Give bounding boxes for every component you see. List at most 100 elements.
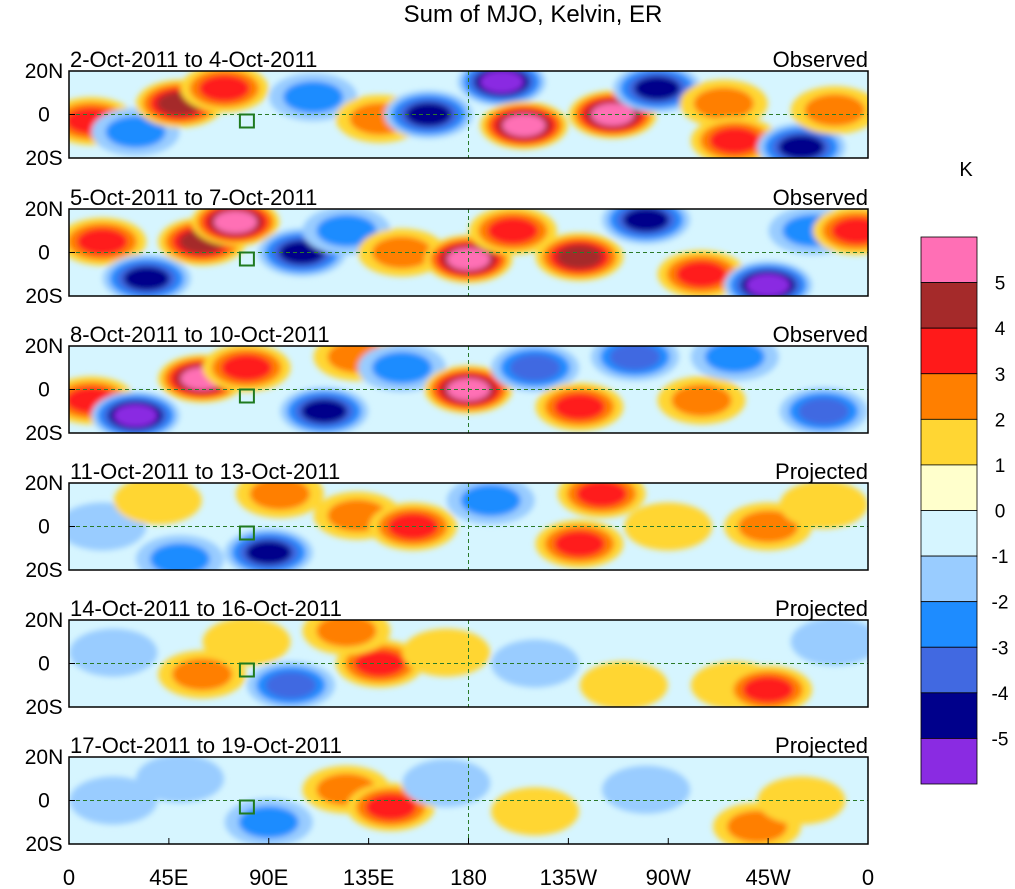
map-panel: 20N 0 20S 17-Oct-2011 to 19-Oct-2011 Project… <box>25 733 869 856</box>
region-box <box>238 662 255 678</box>
panel-date-label: 11-Oct-2011 to 13-Oct-2011 <box>70 459 340 484</box>
colorbar-swatch <box>920 646 978 694</box>
lat-tick-label: 20N <box>25 472 64 495</box>
anomaly-contour <box>556 244 603 269</box>
anomaly-contour <box>402 628 491 677</box>
anomaly-contour <box>798 397 849 425</box>
lat-tick-label: 20S <box>25 833 62 856</box>
colorbar-label: 1 <box>995 456 1006 477</box>
panel-status-label: Projected <box>775 459 868 484</box>
colorbar-label: 2 <box>995 410 1006 431</box>
colorbar-label: 5 <box>995 274 1006 295</box>
anomaly-contour <box>579 661 668 707</box>
anomaly-contour <box>460 484 521 517</box>
colorbar-label: 3 <box>995 365 1006 386</box>
panel-date-label: 5-Oct-2011 to 7-Oct-2011 <box>70 185 317 210</box>
panel-date-label: 17-Oct-2011 to 19-Oct-2011 <box>70 733 342 758</box>
anomaly-contour <box>283 81 344 114</box>
colorbar-label: -2 <box>992 593 1009 614</box>
map-panel: 20N 0 20S 5-Oct-2011 to 7-Oct-2011 Observed <box>25 185 869 308</box>
map-panel: 20N 0 20S 11-Oct-2011 to 13-Oct-2011 Project… <box>25 459 869 582</box>
lat-tick-label: 20N <box>25 335 64 358</box>
lon-tick-label: 135W <box>540 865 598 889</box>
lat-tick-label: 20N <box>25 609 64 632</box>
anomaly-contour <box>221 354 272 382</box>
colorbar-label: -1 <box>992 547 1009 568</box>
anomaly-contour <box>609 346 661 371</box>
lon-tick-label: 90E <box>249 865 288 889</box>
panel-status-label: Projected <box>775 596 868 621</box>
lon-tick-label: 45W <box>746 865 791 889</box>
region-box <box>238 388 255 404</box>
anomaly-contour <box>746 273 790 296</box>
colorbar-label: 4 <box>995 319 1006 340</box>
anomaly-field <box>69 71 868 158</box>
anomaly-contour <box>199 75 250 102</box>
anomaly-contour <box>509 354 561 382</box>
anomaly-contour <box>316 214 377 247</box>
panel-date-label: 14-Oct-2011 to 16-Oct-2011 <box>70 596 342 621</box>
map-panel: 20N 0 20S 2-Oct-2011 to 4-Oct-2011 Observed <box>25 47 869 170</box>
colorbar-swatch <box>920 282 978 329</box>
colorbar-swatch <box>920 738 978 785</box>
lat-tick-label: 20S <box>25 696 62 719</box>
lat-tick-label: 20N <box>25 60 64 83</box>
region-box <box>238 525 255 541</box>
anomaly-contour <box>779 483 868 529</box>
anomaly-contour <box>265 671 317 699</box>
panel-status-label: Observed <box>773 322 868 347</box>
anomaly-contour <box>804 94 865 127</box>
lat-tick-label: 20S <box>25 422 62 445</box>
anomaly-contour <box>249 483 310 510</box>
anomaly-contour <box>757 776 846 825</box>
panel-date-label: 8-Oct-2011 to 10-Oct-2011 <box>70 322 330 347</box>
anomaly-contour <box>371 351 432 384</box>
lat-tick-label: 20N <box>25 746 64 769</box>
anomaly-contour <box>69 628 158 677</box>
anomaly-contour <box>149 543 210 570</box>
anomaly-contour <box>502 114 546 137</box>
panel-status-label: Observed <box>773 47 868 72</box>
anomaly-contour <box>365 793 417 821</box>
anomaly-contour <box>704 346 765 373</box>
lat-tick-label: 20N <box>25 198 64 221</box>
anomaly-contour <box>213 210 258 234</box>
region-box <box>238 799 255 815</box>
lat-tick-label: 0 <box>38 790 50 813</box>
anomaly-contour <box>831 217 868 245</box>
colorbar-label: 0 <box>995 502 1006 523</box>
anomaly-contour <box>76 228 128 255</box>
anomaly-field <box>69 209 868 296</box>
lat-tick-label: 0 <box>38 242 50 265</box>
panel-date-label: 2-Oct-2011 to 4-Oct-2011 <box>70 47 317 72</box>
map-panel: 20N 0 20S 8-Oct-2011 to 10-Oct-2011 Observed <box>25 322 869 445</box>
region-box <box>238 251 255 267</box>
colorbar-swatch <box>920 236 978 283</box>
colorbar-swatch <box>920 510 978 557</box>
anomaly-contour <box>742 676 794 703</box>
anomaly-contour <box>172 658 233 691</box>
anomaly-contour <box>113 483 202 525</box>
anomaly-contour <box>623 209 670 232</box>
colorbar-units: K <box>959 159 973 181</box>
lat-tick-label: 20S <box>25 559 62 582</box>
anomaly-contour <box>738 510 799 543</box>
colorbar-swatch <box>920 464 978 511</box>
anomaly-contour <box>790 620 868 666</box>
anomaly-contour <box>238 806 299 839</box>
anomaly-field <box>69 346 868 433</box>
lat-tick-label: 0 <box>38 104 50 127</box>
colorbar-swatch <box>920 373 978 420</box>
anomaly-contour <box>634 76 681 101</box>
lat-tick-label: 0 <box>38 653 50 676</box>
figure-title: Sum of MJO, Kelvin, ER <box>404 1 663 28</box>
anomaly-contour <box>727 810 788 843</box>
lat-tick-label: 0 <box>38 516 50 539</box>
anomaly-contour <box>487 217 539 245</box>
panel-status-label: Projected <box>775 733 868 758</box>
anomaly-contour <box>245 540 292 565</box>
lat-tick-label: 20S <box>25 285 62 308</box>
colorbar-label: -3 <box>992 638 1009 659</box>
colorbar-label: -5 <box>992 729 1009 750</box>
